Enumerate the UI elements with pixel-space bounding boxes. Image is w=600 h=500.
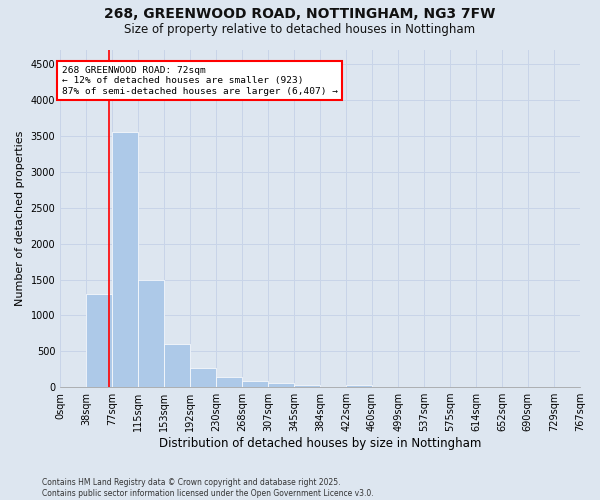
- Text: 268 GREENWOOD ROAD: 72sqm
← 12% of detached houses are smaller (923)
87% of semi: 268 GREENWOOD ROAD: 72sqm ← 12% of detac…: [62, 66, 338, 96]
- Text: 268, GREENWOOD ROAD, NOTTINGHAM, NG3 7FW: 268, GREENWOOD ROAD, NOTTINGHAM, NG3 7FW: [104, 8, 496, 22]
- Bar: [242, 382, 268, 387]
- Bar: [294, 385, 320, 387]
- Bar: [216, 377, 242, 387]
- Bar: [138, 280, 164, 387]
- Text: Size of property relative to detached houses in Nottingham: Size of property relative to detached ho…: [124, 22, 476, 36]
- Y-axis label: Number of detached properties: Number of detached properties: [15, 131, 25, 306]
- Bar: [86, 294, 112, 387]
- Bar: [268, 383, 294, 387]
- Text: Contains HM Land Registry data © Crown copyright and database right 2025.
Contai: Contains HM Land Registry data © Crown c…: [42, 478, 374, 498]
- Bar: [190, 368, 216, 387]
- Bar: [164, 344, 190, 387]
- Bar: [346, 385, 372, 387]
- X-axis label: Distribution of detached houses by size in Nottingham: Distribution of detached houses by size …: [159, 437, 481, 450]
- Bar: [112, 132, 138, 387]
